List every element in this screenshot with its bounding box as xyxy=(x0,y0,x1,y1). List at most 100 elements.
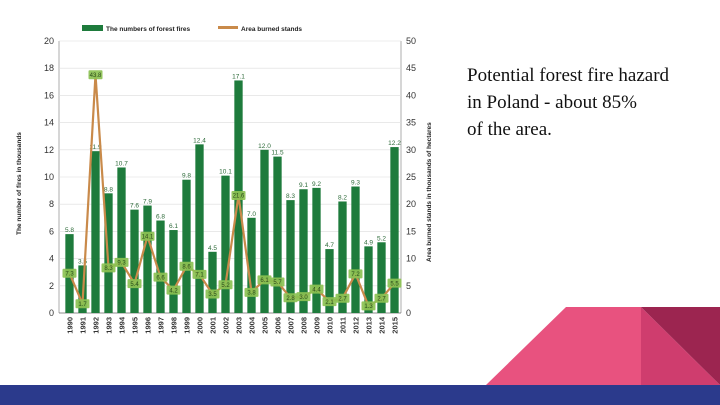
fires-bar-label: 5.8 xyxy=(65,227,74,234)
area-point-label: 8.3 xyxy=(104,266,113,272)
x-tick-label: 2011 xyxy=(339,317,348,333)
fires-bar xyxy=(299,189,308,313)
fires-bar-label: 10.7 xyxy=(115,160,128,167)
fires-bar xyxy=(312,187,321,313)
area-point-label: 8.6 xyxy=(182,264,191,270)
legend-bar-swatch xyxy=(82,25,103,31)
fires-bar-label: 11.9 xyxy=(89,144,102,151)
x-tick-label: 2007 xyxy=(287,317,296,334)
area-point-marker xyxy=(179,261,194,271)
x-tick-label: 2008 xyxy=(300,317,309,334)
fires-bar xyxy=(325,249,334,313)
x-tick-label: 2013 xyxy=(365,317,374,334)
fires-bar xyxy=(273,156,282,313)
y-right-tick: 30 xyxy=(406,145,416,155)
area-point-label: 5.2 xyxy=(221,283,230,289)
x-tick-label: 2009 xyxy=(313,317,322,334)
area-point-marker xyxy=(283,293,298,303)
fires-bar xyxy=(247,217,256,313)
area-point-label: 21.6 xyxy=(233,194,245,200)
x-tick-label: 2005 xyxy=(261,317,270,334)
area-point-marker xyxy=(244,287,259,297)
y-right-tick: 5 xyxy=(406,281,411,291)
fires-bar-label: 7.6 xyxy=(130,203,139,210)
fires-bar-label: 11.5 xyxy=(271,150,284,157)
area-point-marker xyxy=(387,278,402,288)
area-point-label: 9.3 xyxy=(117,261,126,267)
area-point-label: 5.4 xyxy=(130,282,139,288)
fires-bar-label: 9.3 xyxy=(351,180,360,187)
fires-bar xyxy=(117,167,126,313)
x-tick-label: 2014 xyxy=(378,316,387,334)
x-tick-label: 2002 xyxy=(222,317,231,334)
fires-bar-label: 10.1 xyxy=(219,169,232,176)
fires-bar xyxy=(143,205,152,313)
y-right-tick: 35 xyxy=(406,118,416,128)
x-tick-label: 1991 xyxy=(79,317,88,334)
x-tick-label: 1998 xyxy=(170,317,179,334)
area-point-label: 7.2 xyxy=(351,272,360,278)
area-point-marker xyxy=(335,293,350,303)
fires-bar-labels: 5.8 3.5 11.9 8.8 10.7 7.6 7.9 6.8 6.1 9.8 12.4 4.5 1… xyxy=(65,73,401,265)
area-point-marker xyxy=(166,285,181,295)
fires-bar xyxy=(182,179,191,313)
caption-line-3: of the area. xyxy=(467,119,552,140)
area-point-marker xyxy=(374,293,389,303)
fires-bar xyxy=(221,175,230,313)
fires-bar-label: 8.2 xyxy=(338,194,347,201)
fires-bar-label: 12.0 xyxy=(258,143,271,150)
area-point-label: 1.3 xyxy=(364,304,373,310)
left-axis-title: The number of fires in thousands xyxy=(16,132,23,235)
y-right-tick: 45 xyxy=(406,63,416,73)
pink-parallelogram xyxy=(486,307,641,385)
area-point-marker xyxy=(361,301,376,311)
y-left-tick: 8 xyxy=(49,199,54,209)
fires-bar-label: 6.8 xyxy=(156,214,165,221)
y-left-tick: 4 xyxy=(49,254,54,264)
legend-line-label: Area burned stands xyxy=(241,26,302,33)
maroon-shape xyxy=(641,307,720,385)
area-point-marker xyxy=(192,269,207,279)
fires-bar xyxy=(260,149,269,313)
fires-bar-label: 12.2 xyxy=(388,140,401,147)
right-y-ticks: 0 5 10 15 20 25 30 35 40 45 50 xyxy=(406,36,416,318)
fires-bar xyxy=(91,151,100,313)
x-tick-label: 1995 xyxy=(131,317,140,334)
area-point-label: 3.5 xyxy=(208,292,217,298)
area-point-label: 5.7 xyxy=(273,280,282,286)
y-left-tick: 10 xyxy=(44,172,54,182)
y-left-tick: 14 xyxy=(44,118,54,128)
y-left-tick: 20 xyxy=(44,36,54,46)
area-point-marker xyxy=(218,280,233,290)
caption-line-1: Potential forest fire hazard xyxy=(467,65,670,86)
fires-bar-label: 5.2 xyxy=(377,235,386,242)
area-point-marker xyxy=(205,289,220,299)
x-tick-label: 1996 xyxy=(144,317,153,334)
left-y-ticks: 0 2 4 6 8 10 12 14 16 18 20 xyxy=(44,36,54,318)
area-point-marker xyxy=(75,299,90,309)
right-axis-title: Area burned stands in thousands of hecta… xyxy=(426,122,433,262)
fires-bar-label: 6.1 xyxy=(169,223,178,230)
x-tick-label: 1994 xyxy=(118,316,127,334)
area-point-label: 2.8 xyxy=(286,296,295,302)
fires-bar xyxy=(338,201,347,313)
y-right-tick: 0 xyxy=(406,308,411,318)
fires-bar xyxy=(286,200,295,313)
area-point-label: 14.1 xyxy=(142,234,154,240)
y-left-tick: 6 xyxy=(49,226,54,236)
fires-bar-label: 9.2 xyxy=(312,181,321,188)
y-left-tick: 0 xyxy=(49,308,54,318)
area-point-marker xyxy=(153,272,168,282)
fires-bar xyxy=(169,230,178,313)
y-left-tick: 2 xyxy=(49,281,54,291)
y-right-tick: 25 xyxy=(406,172,416,182)
x-tick-label: 2015 xyxy=(391,317,400,334)
fires-bar-label: 4.9 xyxy=(364,239,373,246)
y-left-tick: 16 xyxy=(44,90,54,100)
area-point-marker xyxy=(309,284,324,294)
area-point-marker xyxy=(348,269,363,279)
fires-bar xyxy=(156,220,165,313)
area-point-label: 4.2 xyxy=(169,288,178,294)
y-left-tick: 12 xyxy=(44,145,54,155)
area-point-marker xyxy=(114,257,129,267)
